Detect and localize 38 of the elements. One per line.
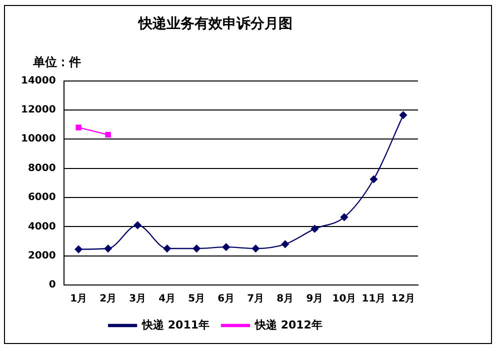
point — [104, 244, 112, 252]
point — [370, 175, 378, 184]
point — [222, 243, 230, 251]
x-tick-label: 6月 — [218, 294, 235, 305]
point — [163, 244, 171, 252]
point — [252, 244, 260, 252]
x-tick-label: 1月 — [70, 294, 88, 305]
y-tick-label: 0 — [48, 280, 56, 291]
text: 单位：件 — [32, 55, 81, 70]
y-tick-label: 12000 — [20, 104, 56, 116]
y-tick-label: 2000 — [28, 250, 56, 262]
x-tick-label: 12月 — [391, 294, 416, 305]
point — [340, 213, 348, 221]
y-tick-label: 4000 — [28, 221, 56, 232]
y-tick-label: 6000 — [28, 192, 56, 204]
x-tick-label: 3月 — [129, 294, 146, 305]
x-tick-label: 2月 — [100, 294, 117, 305]
x-tick-label: 4月 — [158, 294, 176, 305]
chart-title: 快递业务有效申诉分月图 — [138, 15, 292, 32]
x-tick-label: 9月 — [306, 294, 324, 305]
x-tick-label: 5月 — [188, 294, 206, 305]
point — [76, 124, 82, 130]
point — [74, 245, 82, 254]
y-tick-label: 8000 — [28, 162, 56, 174]
legend-label: 快递 2011年 — [141, 318, 210, 332]
point — [134, 221, 142, 229]
point — [281, 240, 289, 248]
y-tick-label: 14000 — [20, 75, 56, 86]
point — [399, 111, 408, 119]
legend-label: 快递 2012年 — [254, 318, 322, 332]
point — [310, 225, 318, 233]
y-tick-label: 10000 — [20, 134, 56, 145]
point — [192, 244, 200, 252]
x-tick-label: 7月 — [247, 294, 264, 305]
x-tick-label: 8月 — [276, 294, 294, 305]
x-tick-label: 11月 — [362, 294, 386, 305]
x-tick-label: 10月 — [332, 294, 356, 305]
point — [105, 132, 111, 138]
